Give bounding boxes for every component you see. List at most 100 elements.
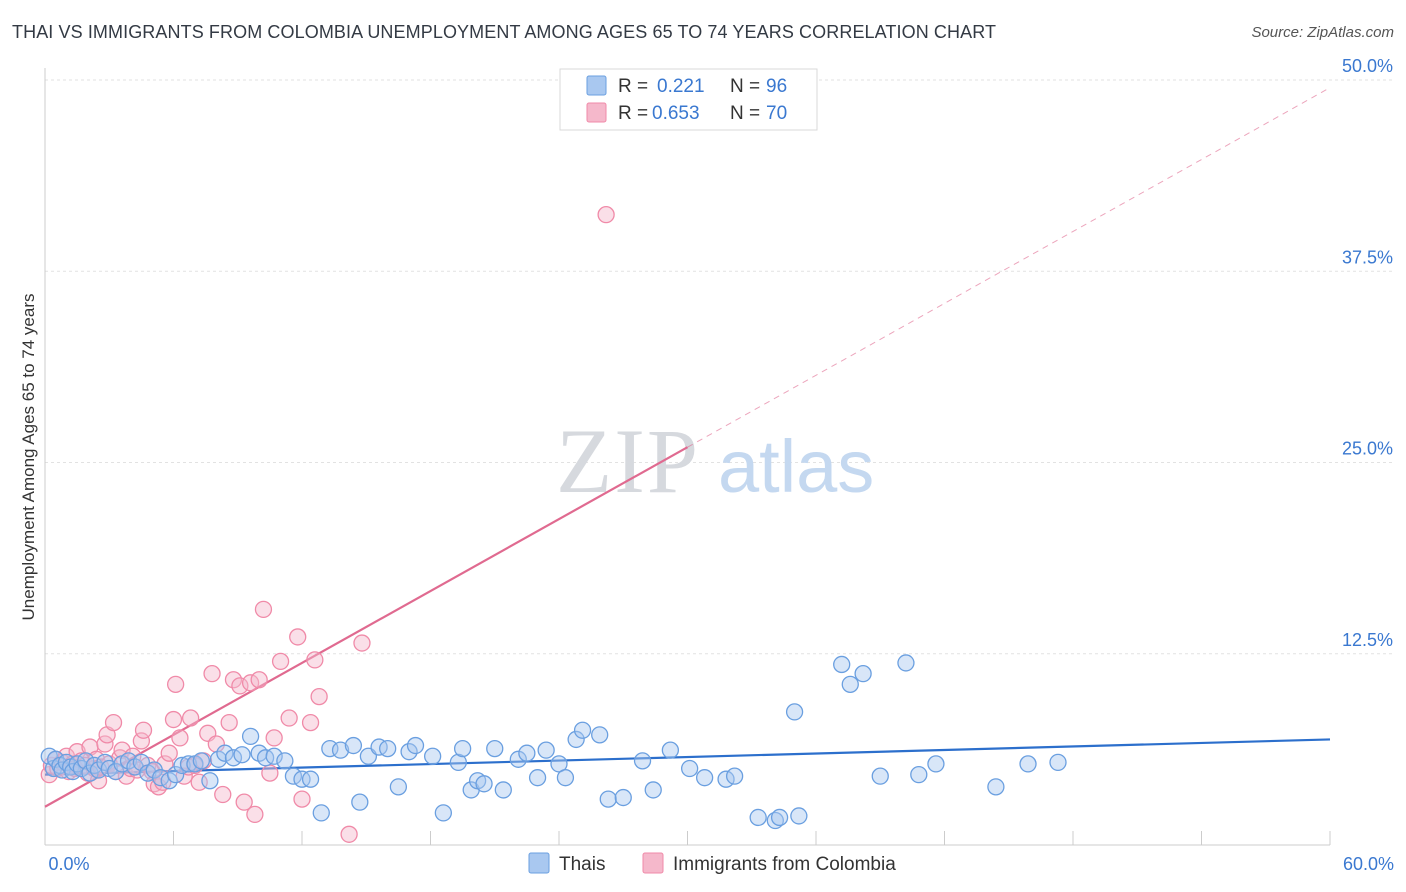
point-thais [680,759,699,778]
legend-r-label-colombia: R = [618,103,648,124]
point-colombia [214,785,232,804]
point-thais [573,721,592,739]
point-thais [695,769,714,787]
point-thais [301,770,320,788]
point-thais [509,750,527,768]
x-tick-label: 0.0% [48,854,89,874]
point-colombia [340,825,358,843]
point-thais [486,739,504,758]
point-colombia [132,732,151,750]
point-thais [528,769,547,787]
legend-swatch-colombia [586,102,607,123]
point-thais [897,654,915,672]
point-thais [537,741,555,759]
point-colombia [235,793,253,811]
point-thais [770,808,789,827]
data-points [40,205,1067,843]
point-colombia [181,709,200,727]
point-colombia [280,709,298,727]
point-thais [591,726,609,744]
point-colombia [224,671,243,689]
series-legend-label-thais: Thais [559,854,605,875]
trend-line-thais [44,738,1331,776]
point-colombia [104,713,123,732]
legend-r-value-colombia: 0.653 [652,103,700,124]
point-thais [449,753,467,772]
point-thais [475,775,493,793]
gridlines [45,79,1392,655]
point-colombia [220,713,238,732]
point-colombia [597,205,615,224]
point-colombia [156,755,174,773]
point-thais [265,747,283,765]
series-legend: Thais Immigrants from Colombia [528,852,896,875]
point-thais [749,808,767,827]
point-colombia [265,729,283,747]
point-colombia [190,773,208,791]
point-thais [166,765,185,784]
point-thais [400,743,418,761]
point-thais [633,752,652,770]
legend-n-value-thais: 96 [766,76,787,97]
point-thais [370,738,388,756]
point-thais [434,804,453,822]
point-thais [216,744,234,762]
point-thais [423,747,442,765]
point-colombia [306,651,324,669]
point-thais [351,793,369,811]
point-thais [599,790,617,808]
point-thais [854,664,872,683]
point-thais [192,752,210,770]
point-thais [241,727,260,746]
point-colombia [164,710,183,729]
point-thais [614,788,632,807]
point-colombia [231,677,249,695]
point-thais [256,749,275,767]
point-thais [987,778,1005,796]
series-legend-swatch-colombia [642,852,664,874]
point-colombia [310,687,328,706]
point-colombia [293,790,311,808]
y-axis-label: Unemployment Among Ages 65 to 74 years [19,294,38,621]
watermark-zip: ZIP [556,410,700,512]
trend-line-colombia [44,446,689,808]
point-thais [406,736,425,755]
point-colombia [254,600,273,619]
point-thais [567,730,585,749]
point-thais [132,753,151,772]
point-thais [453,739,472,758]
point-thais [173,756,191,775]
legend-swatch-thais [586,75,607,96]
point-thais [927,755,945,773]
y-tick-label: 50.0% [1342,56,1393,76]
point-thais [209,750,228,768]
y-tick-label: 37.5% [1342,247,1393,267]
point-thais [201,772,219,790]
point-thais [871,767,889,785]
point-thais [389,778,408,796]
point-thais [321,739,339,758]
point-thais [233,746,251,764]
source-label: Source: ZipAtlas.com [1251,24,1394,41]
point-thais [312,804,330,822]
point-thais [379,739,397,758]
trend-lines [44,87,1331,808]
point-colombia [134,721,153,739]
point-colombia [261,764,279,782]
point-thais [119,752,138,770]
legend-n-value-colombia: 70 [766,103,787,124]
legend-n-label-thais: N = [730,76,760,97]
y-tick-label: 12.5% [1342,630,1393,650]
point-colombia [301,713,320,732]
point-thais [518,744,536,762]
point-colombia [246,805,264,824]
point-thais [841,675,859,693]
point-thais [494,781,512,799]
series-legend-label-colombia: Immigrants from Colombia [673,854,896,875]
correlation-legend: R = 0.221 N = 96 R = 0.653 N = 70 [559,68,818,131]
point-thais [661,741,680,759]
legend-n-label-colombia: N = [730,103,760,124]
point-colombia [113,741,131,759]
point-colombia [160,744,178,762]
